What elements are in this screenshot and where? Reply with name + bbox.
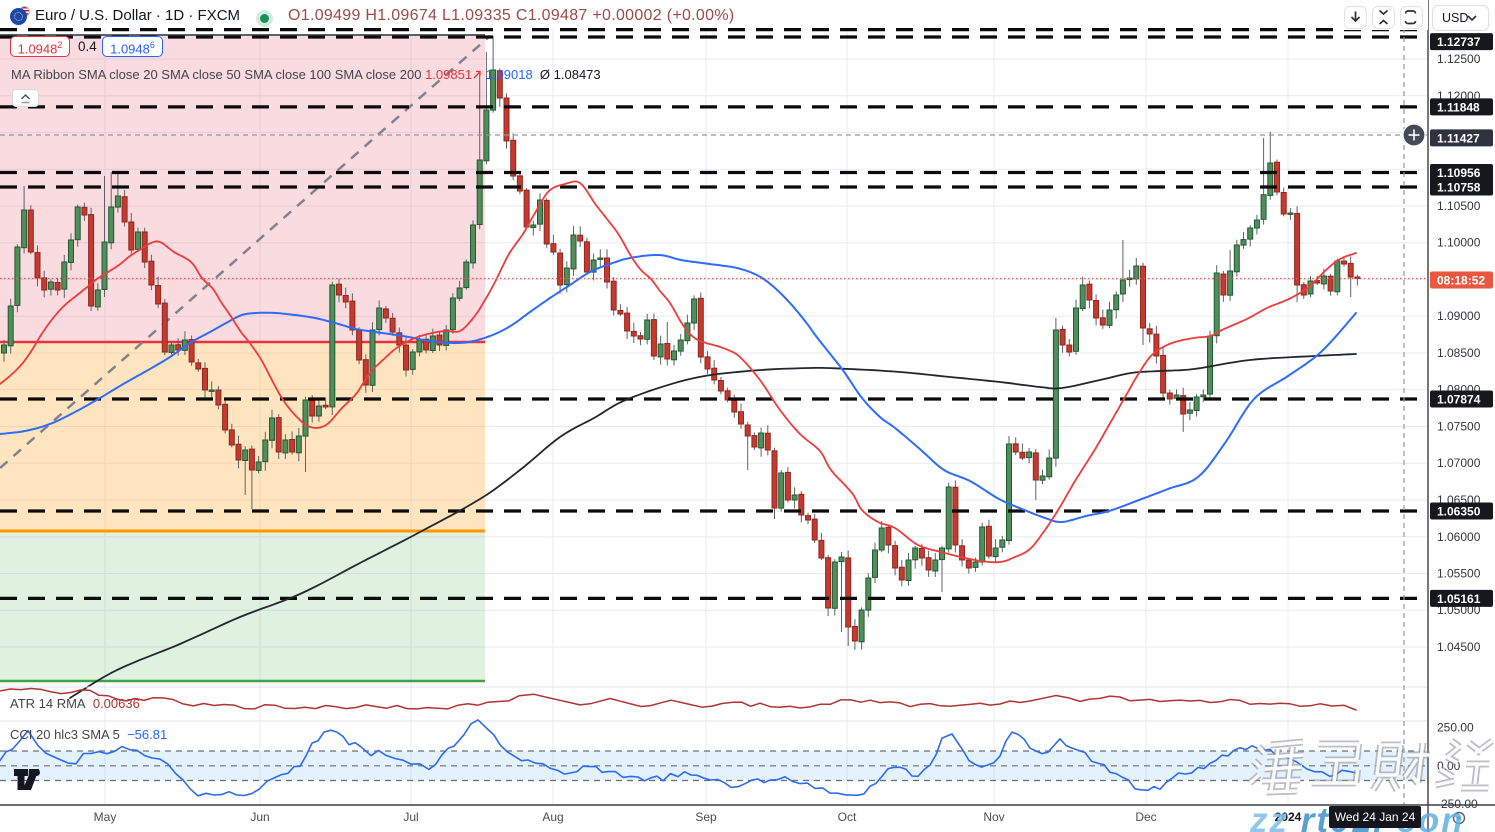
svg-text:1.06350: 1.06350 (1437, 505, 1481, 519)
svg-text:Jun: Jun (250, 810, 269, 824)
svg-text:-250.00: -250.00 (1437, 797, 1478, 811)
svg-text:1.07000: 1.07000 (1437, 456, 1481, 470)
svg-text:1.12737: 1.12737 (1437, 35, 1481, 49)
svg-text:1.05161: 1.05161 (1437, 592, 1481, 606)
svg-text:Aug: Aug (542, 810, 563, 824)
svg-text:1.10500: 1.10500 (1437, 199, 1481, 213)
svg-text:Sep: Sep (695, 810, 717, 824)
svg-text:Oct: Oct (838, 810, 857, 824)
svg-text:08:18:52: 08:18:52 (1437, 274, 1485, 288)
svg-text:1.08500: 1.08500 (1437, 346, 1481, 360)
svg-text:Jul: Jul (403, 810, 418, 824)
svg-text:Dec: Dec (1135, 810, 1156, 824)
svg-text:1.10956: 1.10956 (1437, 166, 1481, 180)
svg-text:2024: 2024 (1275, 810, 1302, 824)
svg-text:1.11848: 1.11848 (1437, 100, 1480, 114)
svg-text:250.00: 250.00 (1437, 721, 1474, 735)
svg-text:1.04500: 1.04500 (1437, 640, 1481, 654)
svg-text:1.10758: 1.10758 (1437, 181, 1481, 195)
svg-text:1.05500: 1.05500 (1437, 567, 1481, 581)
svg-text:1.06000: 1.06000 (1437, 530, 1481, 544)
svg-text:May: May (94, 810, 117, 824)
svg-text:1.07874: 1.07874 (1437, 393, 1481, 407)
svg-text:1.07500: 1.07500 (1437, 420, 1481, 434)
svg-text:1.12500: 1.12500 (1437, 52, 1481, 66)
svg-text:1.11427: 1.11427 (1437, 131, 1480, 145)
svg-text:1.10000: 1.10000 (1437, 236, 1481, 250)
svg-text:1.09000: 1.09000 (1437, 309, 1481, 323)
svg-text:Nov: Nov (983, 810, 1004, 824)
